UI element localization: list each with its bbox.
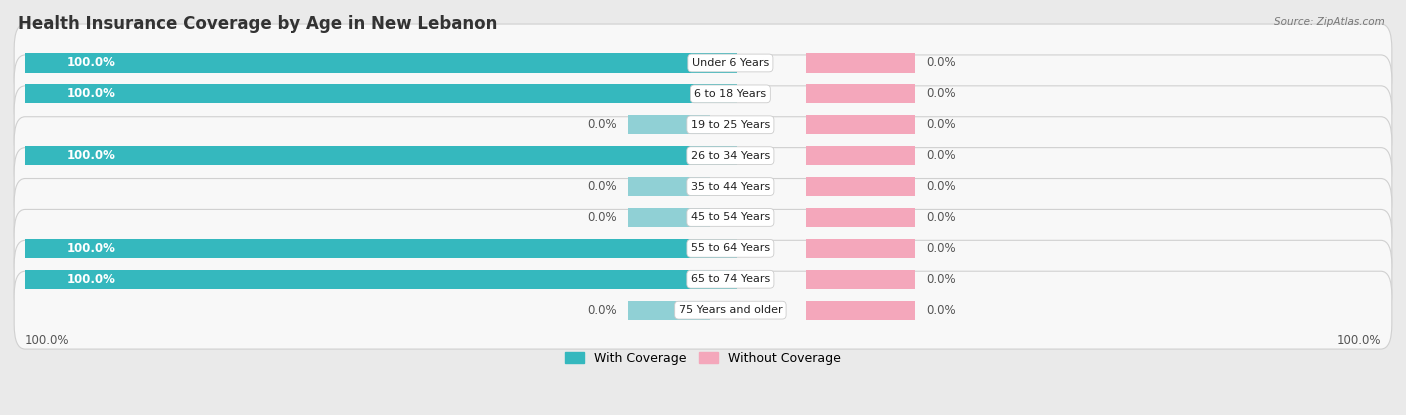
FancyBboxPatch shape	[14, 55, 1392, 133]
Bar	[627, 208, 710, 227]
Bar	[627, 177, 710, 196]
Text: Health Insurance Coverage by Age in New Lebanon: Health Insurance Coverage by Age in New …	[18, 15, 498, 33]
Text: Source: ZipAtlas.com: Source: ZipAtlas.com	[1274, 17, 1385, 27]
Text: 100.0%: 100.0%	[66, 88, 115, 100]
Bar	[806, 84, 915, 103]
Text: 0.0%: 0.0%	[588, 211, 617, 224]
Text: 6 to 18 Years: 6 to 18 Years	[695, 89, 766, 99]
Bar	[806, 115, 915, 134]
Text: 65 to 74 Years: 65 to 74 Years	[690, 274, 770, 284]
FancyBboxPatch shape	[14, 240, 1392, 318]
Bar	[806, 208, 915, 227]
Bar	[25, 84, 737, 103]
FancyBboxPatch shape	[14, 210, 1392, 287]
Bar	[25, 270, 737, 289]
Bar	[25, 239, 737, 258]
Text: 0.0%: 0.0%	[927, 118, 956, 131]
Bar	[806, 54, 915, 73]
Text: 100.0%: 100.0%	[25, 334, 70, 347]
FancyBboxPatch shape	[14, 117, 1392, 195]
Text: 100.0%: 100.0%	[66, 242, 115, 255]
Text: 0.0%: 0.0%	[588, 304, 617, 317]
Text: 0.0%: 0.0%	[927, 88, 956, 100]
Text: 0.0%: 0.0%	[588, 118, 617, 131]
Text: 100.0%: 100.0%	[66, 56, 115, 69]
Legend: With Coverage, Without Coverage: With Coverage, Without Coverage	[561, 347, 845, 370]
Bar	[627, 300, 710, 320]
Text: 0.0%: 0.0%	[927, 304, 956, 317]
Text: 75 Years and older: 75 Years and older	[679, 305, 782, 315]
FancyBboxPatch shape	[14, 24, 1392, 102]
Bar	[806, 300, 915, 320]
Text: 55 to 64 Years: 55 to 64 Years	[690, 243, 770, 253]
Bar	[806, 177, 915, 196]
FancyBboxPatch shape	[14, 178, 1392, 256]
Text: 0.0%: 0.0%	[588, 180, 617, 193]
Bar	[25, 146, 737, 165]
Text: 0.0%: 0.0%	[927, 149, 956, 162]
Bar	[627, 115, 710, 134]
Text: 0.0%: 0.0%	[927, 242, 956, 255]
Text: 0.0%: 0.0%	[927, 180, 956, 193]
Bar	[806, 270, 915, 289]
Text: 0.0%: 0.0%	[927, 211, 956, 224]
Text: 100.0%: 100.0%	[66, 149, 115, 162]
Text: 100.0%: 100.0%	[1336, 334, 1381, 347]
Bar	[806, 146, 915, 165]
FancyBboxPatch shape	[14, 148, 1392, 225]
Text: 0.0%: 0.0%	[927, 56, 956, 69]
FancyBboxPatch shape	[14, 86, 1392, 164]
Text: 100.0%: 100.0%	[66, 273, 115, 286]
Text: 35 to 44 Years: 35 to 44 Years	[690, 181, 770, 192]
Text: Under 6 Years: Under 6 Years	[692, 58, 769, 68]
Text: 45 to 54 Years: 45 to 54 Years	[690, 212, 770, 222]
Text: 19 to 25 Years: 19 to 25 Years	[690, 120, 770, 130]
Bar	[806, 239, 915, 258]
Bar	[25, 54, 737, 73]
Text: 26 to 34 Years: 26 to 34 Years	[690, 151, 770, 161]
Text: 0.0%: 0.0%	[927, 273, 956, 286]
FancyBboxPatch shape	[14, 271, 1392, 349]
